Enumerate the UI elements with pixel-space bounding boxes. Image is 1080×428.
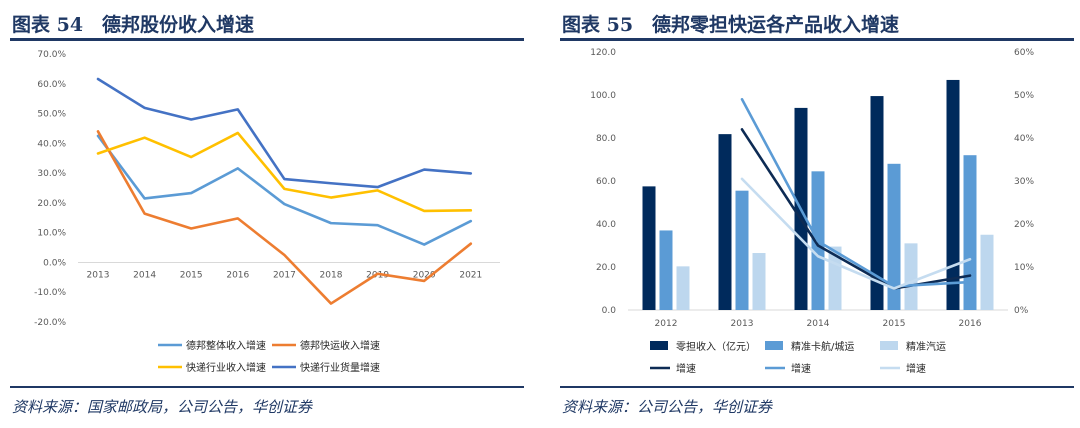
series-line [96,130,473,305]
y-tick-label: 0.0% [43,258,66,268]
bar [963,155,977,310]
bar [718,134,732,310]
x-tick-label: 2021 [459,270,482,280]
legend-label: 快递行业收入增速 [186,361,266,374]
legend-label: 精准汽运 [906,340,946,353]
legend-swatch [880,341,898,350]
x-tick-label: 2012 [655,319,678,329]
series-line [96,131,473,213]
source-note: 资料来源：国家邮政局，公司公告，华创证券 [12,398,313,416]
x-tick-label: 2017 [273,270,296,280]
title-rule [560,38,1074,41]
y-tick-label: 20.0% [37,199,66,209]
y-left-tick-label: 40.0 [596,220,616,230]
bar [676,266,690,310]
line-chart-revenue-growth: -20.0% -10.0% 0.0% 10.0% 20.0% 30.0% 40.0% 50.0… [34,50,500,374]
bar [642,186,656,310]
bar [659,230,673,310]
x-tick-label: 2016 [226,270,249,280]
growth-line [740,97,972,288]
bar [870,96,884,310]
x-tick-label: 2015 [883,319,906,329]
legend-label: 德邦快运收入增速 [300,339,380,352]
x-tick-label: 2014 [133,270,156,280]
legend-label: 零担收入（亿元） [676,340,756,353]
x-tick-label: 2013 [731,319,754,329]
legend-label: 增速 [906,362,926,375]
bar-line-chart-product-revenue: 0.0 20.0 40.0 60.0 80.0 100.0 120.0 0% 10% 20% 30%… [590,48,1034,375]
y-right-tick-label: 20% [1014,220,1034,230]
source-note: 资料来源：公司公告，华创证券 [562,398,773,416]
source-rule [560,386,1074,388]
legend-label: 精准卡航/城运 [791,340,854,353]
x-tick-label: 2019 [366,270,389,280]
y-tick-label: 50.0% [37,110,66,120]
y-tick-label: 40.0% [37,139,66,149]
bar [980,234,994,310]
bar [752,253,766,310]
legend-swatch [650,341,668,350]
legend-label: 德邦整体收入增速 [186,339,266,352]
y-right-tick-label: 30% [1014,177,1034,187]
y-left-tick-label: 60.0 [596,177,616,187]
x-tick-label: 2015 [180,270,203,280]
legend-label: 快递行业货量增速 [300,361,380,374]
bar [904,243,918,310]
x-tick-label: 2020 [413,270,436,280]
y-tick-label: 60.0% [37,80,66,90]
y-left-tick-label: 20.0 [596,263,616,273]
y-left-tick-label: 100.0 [590,91,616,101]
x-tick-label: 2016 [959,319,982,329]
y-tick-label: 70.0% [37,50,66,60]
y-tick-label: -20.0% [34,318,66,328]
x-tick-label: 2013 [87,270,110,280]
legend-label: 增速 [791,362,811,375]
y-tick-label: 30.0% [37,169,66,179]
y-right-tick-label: 60% [1014,48,1034,58]
figure-title: 图表 54 德邦股份收入增速 [12,14,255,36]
series-line [96,134,473,246]
legend-swatch [765,341,783,350]
bar [887,163,901,310]
source-rule [10,386,524,388]
x-tick-label: 2018 [320,270,343,280]
bar [735,190,749,310]
figure-54-panel: 图表 54 德邦股份收入增速 -20.0% -10.0% 0.0% 10.0% 20.0… [0,0,530,428]
y-left-tick-label: 120.0 [590,48,616,58]
x-tick-label: 2014 [807,319,830,329]
series-line [96,77,473,189]
y-left-tick-label: 0.0 [602,306,617,316]
y-tick-label: 10.0% [37,229,66,239]
y-right-tick-label: 50% [1014,91,1034,101]
growth-line [740,177,972,290]
y-right-tick-label: 10% [1014,263,1034,273]
bar [946,79,960,310]
y-right-tick-label: 0% [1014,306,1029,316]
y-tick-label: -10.0% [34,288,66,298]
y-right-tick-label: 40% [1014,134,1034,144]
figure-title: 图表 55 德邦零担快运各产品收入增速 [562,14,900,36]
figure-55-panel: 图表 55 德邦零担快运各产品收入增速 0.0 20.0 40.0 60.0 80.0 1… [550,0,1080,428]
y-left-tick-label: 80.0 [596,134,616,144]
legend-label: 增速 [676,362,696,375]
growth-line [740,128,972,290]
title-rule [10,38,524,41]
